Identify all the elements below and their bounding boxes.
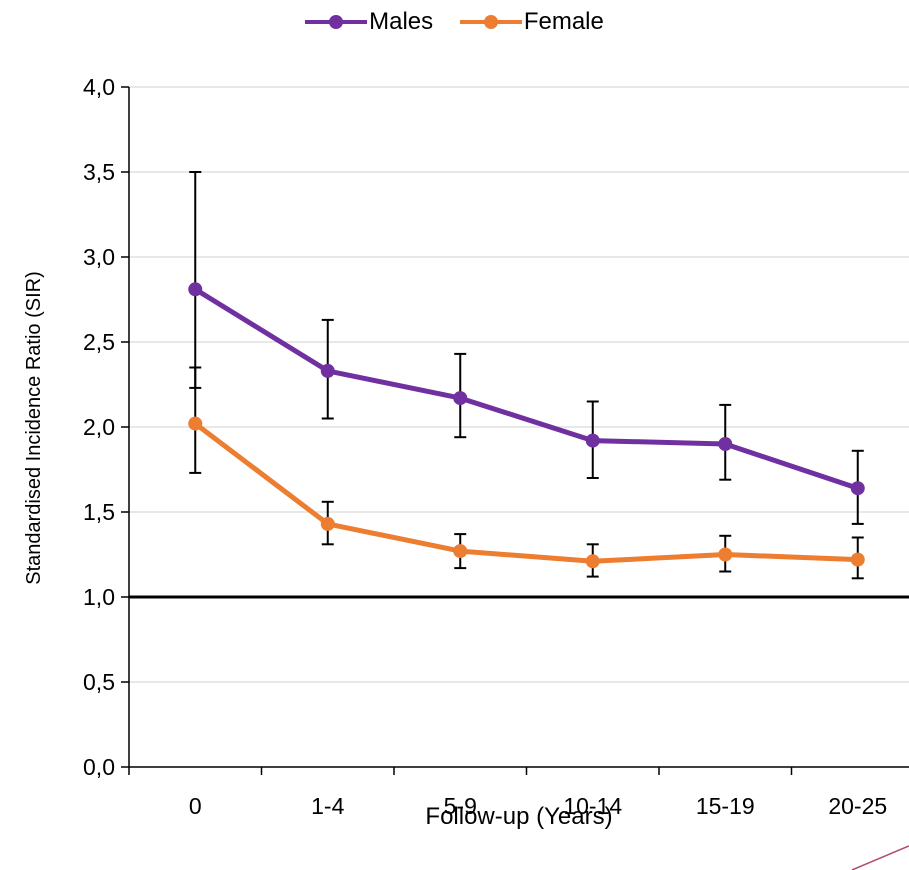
y-tick-label: 1,5 <box>83 499 115 525</box>
y-tick-label: 0,5 <box>83 669 115 695</box>
series-line <box>193 287 859 491</box>
y-tick-label: 0,0 <box>83 754 115 780</box>
x-tick-label: 20-25 <box>828 793 887 819</box>
data-point <box>718 547 733 562</box>
x-tick-label: 15-19 <box>696 793 755 819</box>
series-female <box>188 366 865 580</box>
legend-item-males: Males <box>305 8 433 36</box>
legend-label-female: Female <box>523 8 604 35</box>
data-point <box>188 282 203 297</box>
data-point <box>850 552 865 567</box>
series-layer <box>188 171 865 580</box>
axes: 0,0 0,5 1,0 1,5 2,0 2,5 3,0 3,5 4,0 0 1-4 5-9 10-14 1… <box>83 74 909 819</box>
legend-swatch-female <box>459 12 522 32</box>
legend-swatch-males <box>305 12 368 32</box>
decorative-stroke <box>851 845 909 870</box>
y-tick-label: 3,0 <box>83 244 115 270</box>
data-point <box>585 433 600 448</box>
data-point <box>188 416 203 431</box>
y-tick-label: 2,5 <box>83 329 115 355</box>
data-point <box>585 554 600 569</box>
y-tick-label: 2,0 <box>83 414 115 440</box>
data-point <box>453 544 468 559</box>
legend: Males Female <box>0 8 909 39</box>
x-axis-label: Follow-up (Years) <box>425 803 612 830</box>
x-tick-label: 0 <box>189 793 202 819</box>
x-tick-label: 1-4 <box>311 793 344 819</box>
data-point <box>320 516 335 531</box>
x-tick-label: 10-14 <box>563 793 622 819</box>
series-males <box>188 171 865 525</box>
data-point <box>718 437 733 451</box>
x-tick-label: 5-9 <box>444 793 477 819</box>
legend-label-males: Males <box>369 8 434 35</box>
legend-item-female: Female <box>459 8 604 36</box>
y-tick-label: 1,0 <box>83 584 115 610</box>
y-tick-label: 4,0 <box>83 74 115 100</box>
data-point <box>320 363 335 378</box>
gridlines <box>129 86 909 683</box>
series-line <box>193 421 858 564</box>
data-point <box>453 391 468 406</box>
data-point <box>850 481 865 496</box>
y-tick-label: 3,5 <box>83 159 115 185</box>
y-axis-label: Standardised Incidence Ratio (SIR) <box>23 271 45 585</box>
